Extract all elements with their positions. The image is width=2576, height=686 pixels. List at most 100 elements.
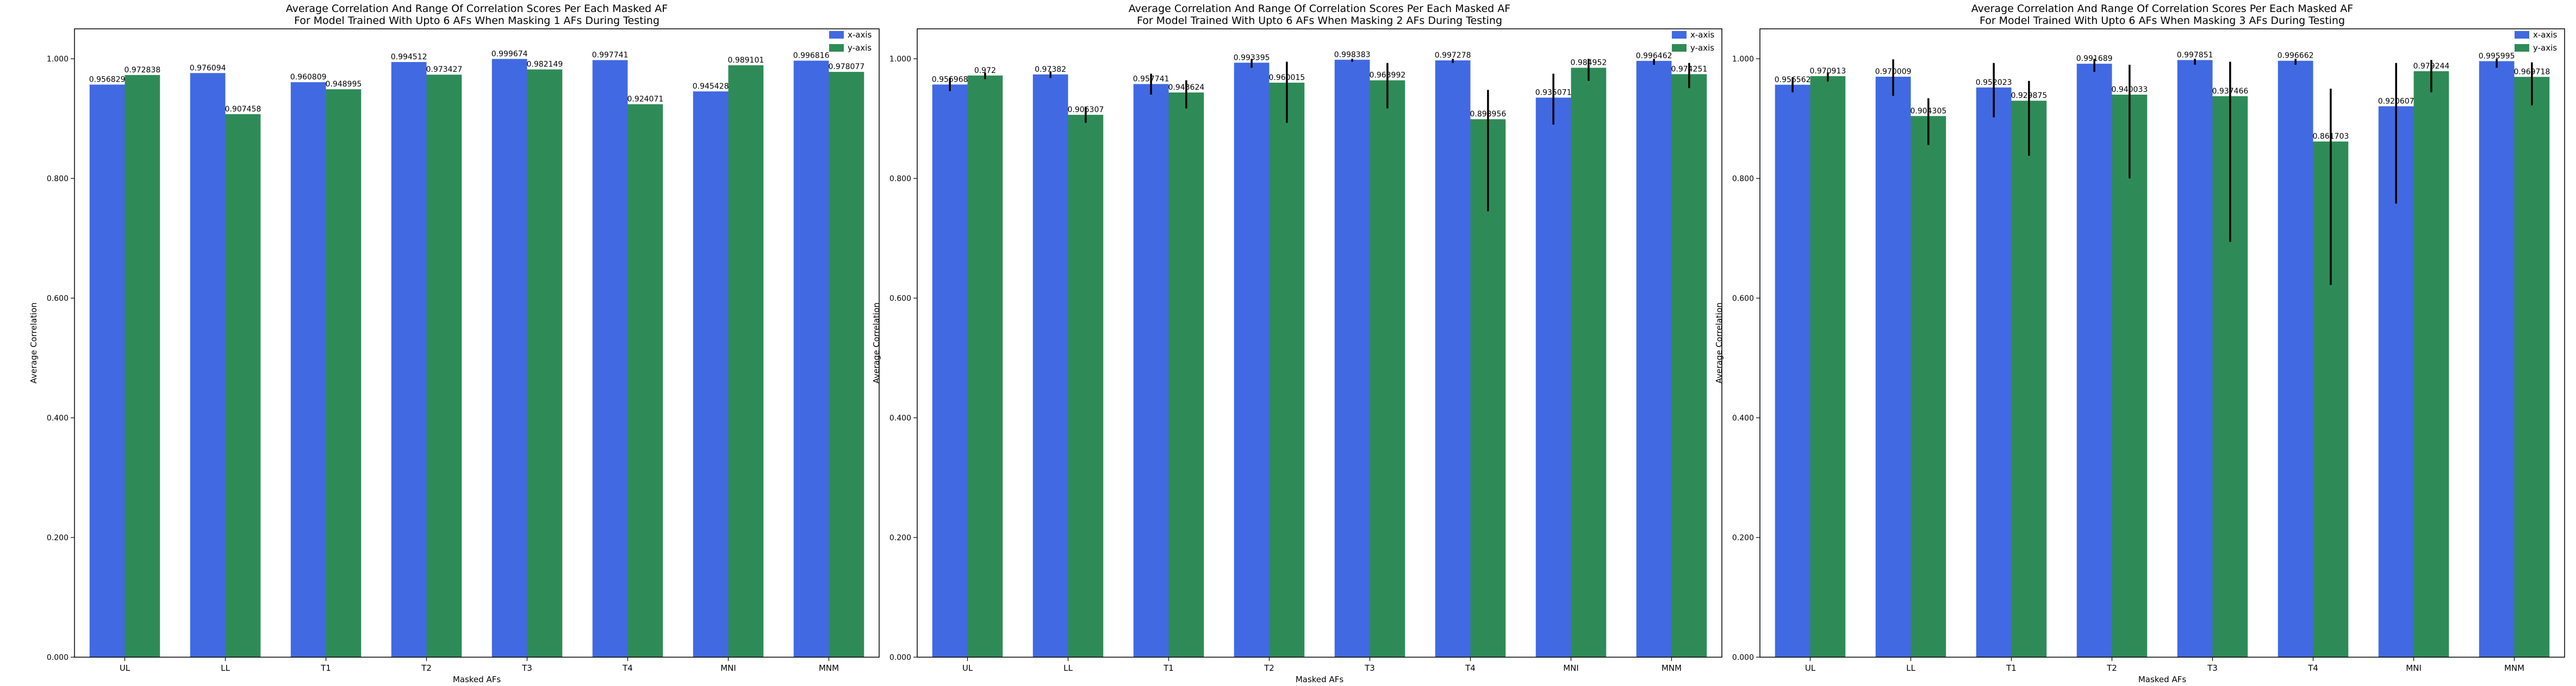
chart-subtitle: For Model Trained With Upto 6 AFs When M…	[1980, 15, 2345, 27]
bar-value-label: 0.997851	[2177, 51, 2213, 59]
bar-x-axis-T2	[1234, 63, 1270, 657]
x-tick-label: MNI	[720, 663, 736, 673]
bar-y-axis-MNI	[1571, 67, 1607, 657]
bar-value-label: 0.972838	[124, 66, 160, 75]
y-axis-label: Average Correlation	[1714, 302, 1724, 384]
legend: x-axis y-axis	[1672, 30, 1715, 53]
bar-y-axis-MNI	[728, 65, 764, 658]
bar-value-label: 0.996462	[1636, 52, 1672, 60]
x-tick-label: T4	[622, 663, 633, 673]
legend-swatch-x-axis	[829, 31, 844, 39]
bar-x-axis-LL	[1875, 76, 1911, 657]
bar-y-axis-LL	[225, 114, 261, 657]
x-tick-label: T2	[421, 663, 432, 673]
x-tick-label: MNI	[2406, 663, 2422, 673]
x-tick-label: T2	[1264, 663, 1274, 673]
bar-y-axis-T4	[627, 104, 663, 657]
y-tick-label: 0.400	[889, 414, 911, 423]
bar-x-axis-LL	[190, 73, 226, 657]
bar-x-axis-UL	[1775, 84, 1810, 658]
legend-swatch-x-axis	[1672, 31, 1687, 39]
bar-value-label: 0.991689	[2076, 54, 2113, 63]
y-tick-label: 0.200	[47, 534, 69, 542]
bar-value-label: 0.974251	[1671, 65, 1707, 73]
bar-x-axis-T4	[2278, 60, 2313, 658]
x-tick-label: UL	[1805, 663, 1816, 673]
bar-value-label: 0.945428	[693, 82, 729, 91]
bar-value-label: 0.976094	[190, 64, 226, 72]
bar-x-axis-MNM	[1636, 60, 1672, 657]
bar-value-label: 0.956562	[1775, 76, 1811, 84]
chart-title: Average Correlation And Range Of Correla…	[1129, 3, 1510, 15]
plot-frame	[74, 28, 880, 658]
chart-panel-2: Average Correlation And Range Of Correla…	[872, 3, 1722, 684]
legend-label-x-axis: x-axis	[848, 30, 872, 40]
bar-value-label: 0.995995	[2479, 52, 2515, 60]
bar-value-label: 0.861703	[2312, 132, 2349, 141]
bar-value-label: 0.956968	[932, 75, 968, 84]
legend: x-axis y-axis	[2515, 30, 2558, 53]
bar-value-label: 0.920607	[2378, 97, 2415, 106]
y-tick-label: 1.000	[1732, 55, 1754, 64]
bar-value-label: 0.937466	[2212, 87, 2248, 96]
chart-title: Average Correlation And Range Of Correla…	[286, 3, 668, 15]
legend-label-y-axis: y-axis	[848, 43, 872, 53]
legend-swatch-y-axis	[829, 44, 844, 52]
legend-swatch-x-axis	[2515, 31, 2529, 39]
y-tick-label: 0.400	[1732, 414, 1754, 423]
bar-value-label: 0.952023	[1976, 78, 2012, 87]
bar-y-axis-UL	[967, 75, 1003, 657]
y-tick-label: 0.200	[1732, 534, 1754, 542]
bar-x-axis-T1	[1976, 87, 2012, 658]
bar-value-label: 0.963992	[1369, 71, 1405, 80]
x-axis-label: Masked AFs	[1296, 675, 1344, 684]
bar-y-axis-MNI	[2413, 71, 2449, 658]
y-tick-label: 0.600	[1732, 294, 1754, 303]
y-tick-label: 0.000	[889, 653, 911, 662]
x-tick-label: T3	[1364, 663, 1375, 673]
bar-y-axis-T1	[326, 89, 362, 658]
x-tick-label: T4	[1465, 663, 1476, 673]
bar-value-label: 0.960809	[290, 73, 327, 82]
y-tick-label: 1.000	[889, 55, 911, 64]
bar-value-label: 0.957741	[1133, 75, 1169, 83]
bar-x-axis-T4	[1435, 60, 1471, 658]
x-axis-label: Masked AFs	[2138, 675, 2187, 684]
y-tick-label: 0.200	[889, 534, 911, 542]
bar-value-label: 0.929875	[2011, 91, 2047, 100]
bar-y-axis-UL	[1810, 76, 1846, 657]
bar-value-label: 0.97382	[1035, 65, 1066, 74]
bar-y-axis-T2	[1269, 82, 1305, 657]
y-axis-label: Average Correlation	[872, 302, 881, 384]
bar-y-axis-LL	[1068, 115, 1104, 657]
y-tick-label: 1.000	[47, 55, 69, 64]
legend-label-x-axis: x-axis	[1690, 30, 1715, 40]
bar-value-label: 0.898956	[1470, 110, 1506, 119]
bar-x-axis-MNM	[793, 60, 829, 657]
bar-value-label: 0.982149	[526, 60, 563, 69]
y-tick-label: 0.800	[1732, 175, 1754, 183]
bar-value-label: 0.978077	[828, 63, 864, 71]
y-tick-label: 0.800	[889, 175, 911, 183]
bar-value-label: 0.973427	[426, 65, 462, 74]
bar-value-label: 0.956829	[89, 75, 126, 84]
y-tick-label: 0.400	[47, 414, 69, 423]
bar-value-label: 0.924071	[627, 95, 663, 104]
bar-y-axis-UL	[125, 75, 160, 658]
y-tick-label: 0.000	[47, 653, 69, 662]
chart-subtitle: For Model Trained With Upto 6 AFs When M…	[1137, 15, 1502, 27]
bar-y-axis-T3	[1370, 80, 1405, 658]
bar-value-label: 0.906307	[1067, 106, 1104, 114]
legend-label-y-axis: y-axis	[1690, 43, 1714, 53]
bar-value-label: 0.994512	[391, 53, 427, 61]
bar-value-label: 0.993395	[1234, 53, 1270, 62]
x-tick-label: MNM	[2504, 663, 2524, 673]
x-tick-label: LL	[1906, 663, 1915, 673]
x-axis-label: Masked AFs	[453, 675, 501, 684]
bar-x-axis-MNI	[1535, 97, 1571, 658]
bar-value-label: 0.907458	[225, 105, 261, 114]
bar-value-label: 0.979244	[2413, 62, 2449, 71]
plot-frame	[917, 28, 1722, 658]
x-tick-label: MNM	[819, 663, 839, 673]
bar-x-axis-T4	[592, 60, 628, 658]
